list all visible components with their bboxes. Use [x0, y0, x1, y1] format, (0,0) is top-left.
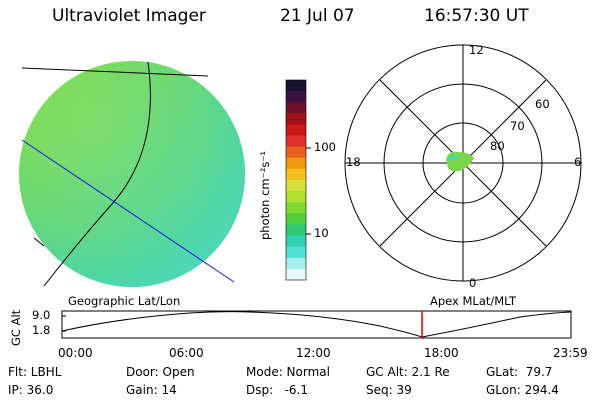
mlat-label-70: 70 — [510, 119, 525, 133]
timeline-xtick-3: 18:00 — [424, 346, 459, 360]
colorbar-unit-label: photon cm⁻²s⁻¹ — [258, 151, 272, 240]
colorbar-segment — [286, 257, 306, 270]
info-ip: IP: 36.0 — [8, 383, 54, 397]
mlt-label-6: 6 — [574, 155, 582, 169]
mlt-label-0: 0 — [469, 276, 477, 290]
colorbar-segment — [286, 213, 306, 225]
colorbar-segment — [286, 180, 306, 192]
observation-date: 21 Jul 07 — [280, 6, 355, 26]
polar-auroral-blob — [446, 151, 474, 172]
timeline-right-label: Apex MLat/MLT — [430, 294, 517, 308]
info-gc-alt: GC Alt: 2.1 Re — [366, 365, 450, 379]
timeline-xtick-2: 12:00 — [296, 346, 331, 360]
geo-grid-line-top — [21, 67, 209, 77]
colorbar-segment — [286, 113, 306, 125]
colorbar-segment — [286, 268, 306, 281]
mlat-label-60: 60 — [535, 97, 550, 111]
magnetic-grid-line — [21, 139, 235, 283]
colorbar-label-10: 10 — [314, 226, 329, 240]
instrument-title: Ultraviolet Imager — [52, 6, 206, 26]
mlt-label-12: 12 — [469, 43, 484, 57]
colorbar-segment — [286, 224, 306, 237]
geo-grid-line-left — [33, 237, 45, 247]
colorbar-segment — [286, 124, 306, 137]
geo-grid-line-meridian — [43, 61, 151, 287]
uv-disk-image — [19, 61, 245, 287]
info-door: Door: Open — [126, 365, 195, 379]
colorbar-segment — [286, 202, 306, 214]
colorbar-segment — [286, 246, 306, 259]
info-flt: Flt: LBHL — [8, 365, 62, 379]
colorbar-segment — [286, 157, 306, 170]
timeline-y-axis-label: GC Alt — [9, 309, 23, 346]
colorbar-frame — [285, 79, 307, 281]
altitude-curve — [61, 311, 572, 338]
info-seq: Seq: 39 — [366, 383, 412, 397]
mlt-label-18: 18 — [346, 155, 361, 169]
info-dsp: Dsp: -6.1 — [246, 383, 309, 397]
info-mode: Mode: Normal — [246, 365, 330, 379]
observation-time: 16:57:30 UT — [424, 6, 529, 26]
colorbar-segment — [286, 168, 306, 181]
mlat-label-80: 80 — [490, 139, 505, 153]
timeline-ytick-9: 9.0 — [32, 308, 51, 322]
colorbar-segment — [286, 80, 306, 92]
timeline-left-label: Geographic Lat/Lon — [68, 294, 181, 308]
colorbar — [286, 80, 306, 281]
colorbar-label-100: 100 — [314, 140, 336, 154]
colorbar-segment — [286, 91, 306, 103]
colorbar-segment — [286, 102, 306, 114]
timeline-xtick-0: 00:00 — [58, 346, 93, 360]
info-gain: Gain: 14 — [126, 383, 177, 397]
timeline-xtick-1: 06:00 — [169, 346, 204, 360]
timeline-xtick-4: 23:59 — [553, 346, 588, 360]
colorbar-segment — [286, 135, 306, 148]
colorbar-segment — [286, 235, 306, 248]
timeline-ytick-1: 1.8 — [32, 323, 51, 337]
colorbar-segment — [286, 191, 306, 203]
timeline-panel — [61, 310, 572, 339]
colorbar-segment — [286, 146, 306, 159]
info-glat: GLat: 79.7 — [486, 365, 553, 379]
info-glon: GLon: 294.4 — [486, 383, 559, 397]
